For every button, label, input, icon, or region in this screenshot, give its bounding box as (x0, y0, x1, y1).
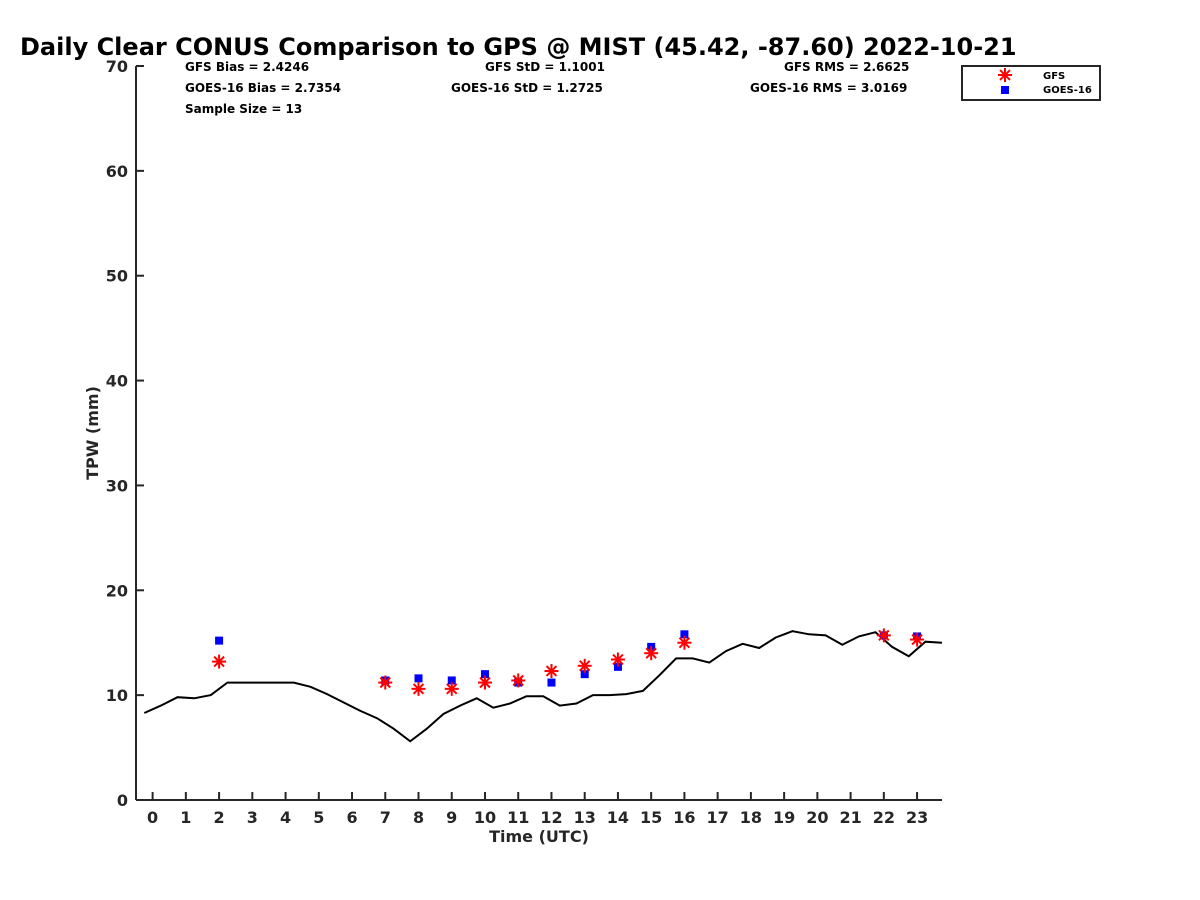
y-tick-label: 20 (106, 581, 128, 600)
gps-series (143, 630, 943, 743)
x-tick-label: 6 (346, 808, 357, 827)
legend-gfs-marker (998, 68, 1012, 82)
gfs-point (378, 675, 393, 690)
gfs-point (876, 628, 891, 643)
x-tick-label: 4 (280, 808, 291, 827)
x-tick-label: 18 (740, 808, 762, 827)
x-tick-label: 17 (707, 808, 729, 827)
gfs-point (411, 681, 426, 696)
stat-goes-bias: GOES-16 Bias = 2.7354 (185, 81, 341, 95)
legend-box (961, 65, 1101, 101)
x-tick-label: 9 (446, 808, 457, 827)
y-axis-label: TPW (mm) (83, 386, 102, 480)
x-tick-label: 10 (474, 808, 496, 827)
x-ticks: 0 1 2 3 4 5 6 7 8 9 10 11 12 13 14 15 16 17 18 19 20 21 22 23 (147, 792, 928, 827)
x-tick-label: 11 (507, 808, 529, 827)
x-tick-label: 2 (214, 808, 225, 827)
axes (135, 66, 942, 801)
y-tick-label: 50 (106, 267, 128, 286)
y-tick-label: 10 (106, 686, 128, 705)
x-tick-label: 0 (147, 808, 158, 827)
x-tick-label: 5 (313, 808, 324, 827)
x-tick-label: 14 (607, 808, 629, 827)
gfs-point (212, 654, 227, 669)
goes-series (215, 630, 922, 687)
stat-gfs-bias: GFS Bias = 2.4246 (185, 60, 309, 74)
gfs-point (477, 675, 492, 690)
legend-goes-marker (1001, 86, 1009, 94)
legend-gfs-asterisk (998, 68, 1012, 82)
y-tick-label: 40 (106, 372, 128, 391)
x-tick-label: 3 (247, 808, 258, 827)
legend: GFS GOES-16 (961, 65, 1101, 101)
gfs-point (610, 652, 625, 667)
x-tick-label: 19 (773, 808, 795, 827)
x-tick-label: 16 (673, 808, 695, 827)
stat-gfs-rms: GFS RMS = 2.6625 (784, 60, 909, 74)
x-tick-label: 7 (380, 808, 391, 827)
stat-goes-rms: GOES-16 RMS = 3.0169 (750, 81, 907, 95)
gfs-point (544, 664, 559, 679)
y-tick-label: 30 (106, 476, 128, 495)
goes-point (680, 630, 689, 639)
y-ticks: 0 10 20 30 40 50 60 70 (106, 57, 144, 810)
y-tick-label: 60 (106, 162, 128, 181)
y-tick-label: 0 (117, 791, 128, 810)
x-tick-label: 12 (540, 808, 562, 827)
gfs-point (677, 635, 692, 650)
stat-sample-size: Sample Size = 13 (185, 102, 302, 116)
gps-line (143, 630, 943, 743)
x-tick-label: 15 (640, 808, 662, 827)
gfs-point (444, 681, 459, 696)
gfs-point (577, 658, 592, 673)
goes-point (580, 670, 589, 679)
x-tick-label: 8 (413, 808, 424, 827)
stat-goes-std: GOES-16 StD = 1.2725 (451, 81, 603, 95)
gfs-point (644, 646, 659, 661)
x-tick-label: 20 (806, 808, 828, 827)
gfs-point (511, 673, 526, 688)
goes-point (613, 662, 622, 671)
x-tick-label: 22 (873, 808, 895, 827)
x-tick-label: 21 (839, 808, 861, 827)
legend-goes-label: GOES-16 (1043, 85, 1092, 96)
goes-point (215, 636, 224, 645)
gfs-point (910, 632, 925, 647)
stat-gfs-std: GFS StD = 1.1001 (485, 60, 605, 74)
gfs-series (212, 628, 925, 696)
x-tick-label: 13 (574, 808, 596, 827)
goes-point (547, 678, 556, 687)
x-tick-label: 1 (180, 808, 191, 827)
y-tick-label: 70 (106, 57, 128, 76)
legend-gfs-label: GFS (1043, 71, 1065, 82)
x-axis-label: Time (UTC) (489, 827, 589, 846)
goes-point (414, 674, 423, 683)
goes-point (480, 670, 489, 679)
x-tick-label: 23 (906, 808, 928, 827)
chart-title: Daily Clear CONUS Comparison to GPS @ MI… (20, 33, 1017, 61)
goes-point (447, 676, 456, 685)
